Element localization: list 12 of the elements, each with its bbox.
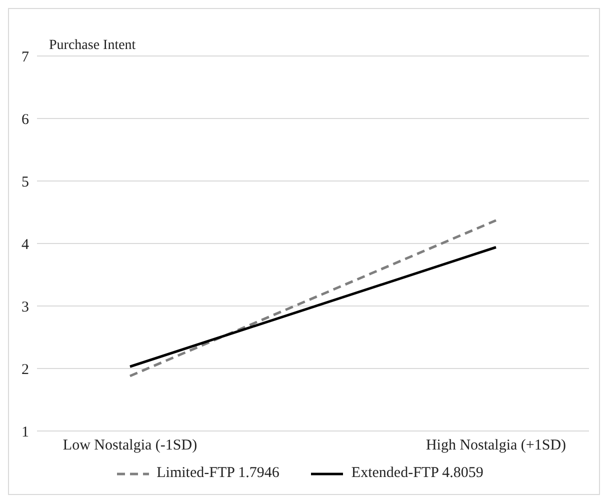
y-tick-label: 6 bbox=[22, 112, 30, 128]
y-tick-label: 7 bbox=[22, 49, 30, 66]
y-tick-label: 1 bbox=[22, 424, 29, 440]
y-tick-label: 4 bbox=[22, 236, 30, 253]
legend-label: Extended-FTP 4.8059 bbox=[351, 465, 484, 482]
y-tick-label: 5 bbox=[22, 174, 29, 190]
legend-label: Limited-FTP 1.7946 bbox=[156, 465, 280, 482]
x-tick-label: Low Nostalgia (-1SD) bbox=[62, 438, 198, 454]
y-axis-title: Purchase Intent bbox=[49, 38, 136, 54]
x-tick-label: High Nostalgia (+1SD) bbox=[426, 438, 566, 454]
y-tick-label: 3 bbox=[22, 299, 29, 316]
y-tick-label: 2 bbox=[22, 362, 29, 378]
